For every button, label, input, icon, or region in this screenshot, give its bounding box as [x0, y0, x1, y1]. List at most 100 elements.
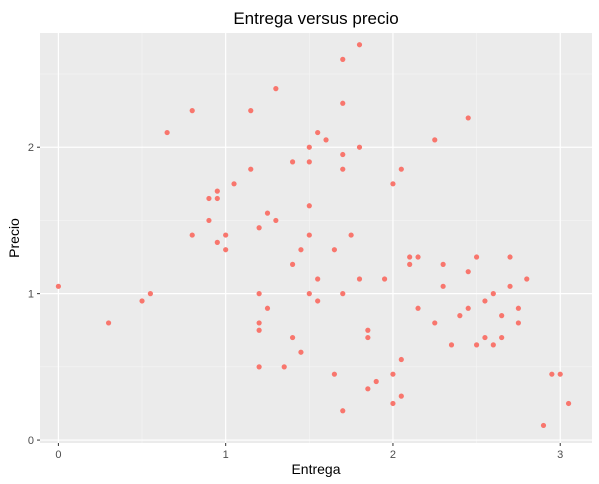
- data-point: [356, 276, 363, 282]
- data-point: [248, 166, 254, 172]
- data-point: [189, 232, 195, 238]
- data-point: [415, 305, 421, 311]
- data-point: [315, 129, 321, 136]
- data-point: [507, 283, 513, 289]
- data-point: [306, 291, 312, 297]
- data-point: [499, 334, 505, 341]
- data-point: [490, 342, 496, 348]
- data-point: [373, 378, 379, 385]
- data-point: [289, 159, 296, 165]
- data-points: [55, 42, 572, 429]
- data-point: [223, 247, 229, 253]
- data-point: [281, 364, 287, 370]
- chart-title: Entrega versus precio: [233, 9, 398, 28]
- data-point: [465, 269, 471, 275]
- data-point: [248, 108, 254, 114]
- data-point: [214, 239, 220, 245]
- y-axis-ticks: 0 1 2: [28, 142, 40, 447]
- data-point: [432, 320, 438, 326]
- data-point: [482, 334, 488, 341]
- data-point: [256, 327, 262, 333]
- data-point: [214, 195, 220, 202]
- data-point: [340, 100, 346, 106]
- data-point: [55, 283, 62, 289]
- data-point: [264, 305, 271, 311]
- data-point: [340, 291, 346, 297]
- data-point: [365, 386, 371, 392]
- data-point: [432, 137, 438, 143]
- data-point: [381, 276, 388, 282]
- data-point: [331, 247, 337, 253]
- data-point: [340, 56, 346, 62]
- data-point: [482, 298, 488, 304]
- data-point: [356, 144, 363, 150]
- data-point: [465, 115, 471, 121]
- data-point: [231, 181, 237, 187]
- x-tick-label: 1: [223, 449, 229, 461]
- minor-gridlines: [40, 33, 592, 443]
- data-point: [289, 334, 296, 341]
- x-axis-title: Entrega: [291, 461, 340, 477]
- data-point: [289, 261, 296, 267]
- data-point: [515, 305, 522, 311]
- data-point: [557, 371, 563, 377]
- data-point: [473, 342, 480, 348]
- plot-panel: [40, 33, 592, 443]
- data-point: [315, 298, 321, 304]
- data-point: [356, 42, 363, 48]
- y-tick-label: 2: [28, 142, 34, 154]
- data-point: [256, 225, 262, 231]
- data-point: [473, 254, 480, 260]
- data-point: [440, 283, 446, 289]
- data-point: [206, 195, 212, 202]
- data-point: [223, 232, 229, 238]
- data-point: [448, 342, 455, 348]
- data-point: [407, 261, 413, 267]
- data-point: [549, 371, 555, 377]
- data-point: [306, 159, 312, 165]
- y-axis-title: Precio: [6, 218, 22, 258]
- data-point: [256, 364, 262, 370]
- data-point: [540, 422, 547, 429]
- x-tick-label: 0: [55, 449, 61, 461]
- data-point: [214, 188, 220, 194]
- data-point: [273, 86, 279, 92]
- data-point: [440, 261, 446, 267]
- x-tick-label: 2: [390, 449, 396, 461]
- data-point: [340, 166, 346, 172]
- data-point: [323, 137, 329, 143]
- data-point: [306, 232, 312, 238]
- x-tick-label: 3: [557, 449, 563, 461]
- data-point: [105, 320, 112, 326]
- data-point: [390, 371, 396, 377]
- data-point: [256, 320, 262, 326]
- data-point: [315, 276, 321, 282]
- data-point: [407, 254, 413, 260]
- data-point: [340, 408, 346, 414]
- data-point: [565, 400, 572, 407]
- data-point: [507, 254, 513, 260]
- data-point: [306, 144, 312, 150]
- data-point: [457, 313, 463, 319]
- data-point: [298, 247, 304, 253]
- data-point: [390, 181, 396, 187]
- data-point: [524, 276, 530, 282]
- data-point: [398, 166, 404, 172]
- data-point: [398, 393, 404, 399]
- data-point: [164, 129, 170, 136]
- data-point: [306, 203, 312, 209]
- y-tick-label: 0: [28, 435, 34, 447]
- y-tick-label: 1: [28, 289, 34, 301]
- data-point: [147, 291, 153, 297]
- data-point: [365, 334, 371, 341]
- data-point: [499, 313, 505, 319]
- data-point: [365, 327, 371, 333]
- data-point: [390, 400, 396, 407]
- data-point: [465, 305, 471, 311]
- data-point: [206, 217, 212, 224]
- data-point: [189, 108, 195, 114]
- data-point: [490, 291, 496, 297]
- data-point: [415, 254, 421, 260]
